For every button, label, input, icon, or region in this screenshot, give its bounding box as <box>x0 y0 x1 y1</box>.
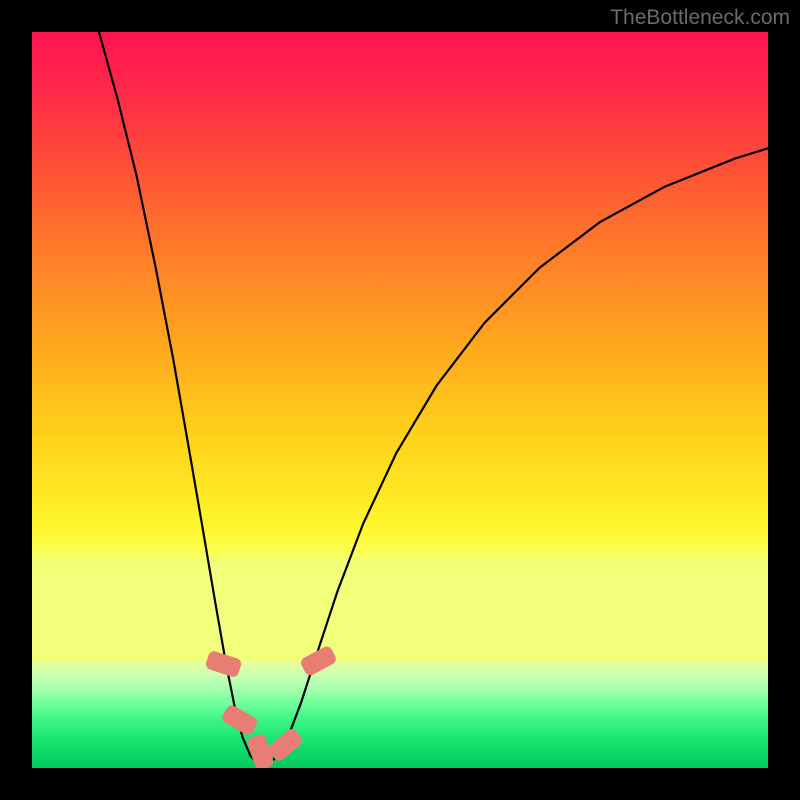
chart-plot-area <box>32 32 768 768</box>
watermark-text: TheBottleneck.com <box>610 6 790 30</box>
bottleneck-curve <box>32 32 768 768</box>
bottleneck-curve-path <box>99 32 768 764</box>
